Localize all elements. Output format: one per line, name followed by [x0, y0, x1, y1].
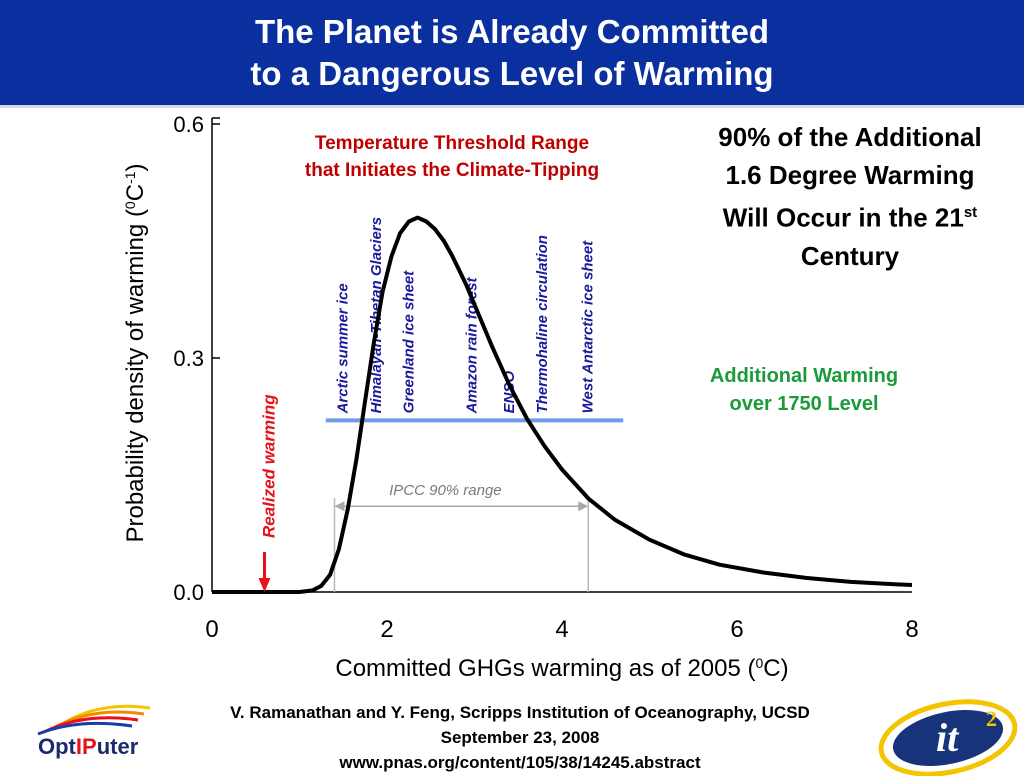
century-note-line-2: 1.6 Degree Warming: [725, 160, 975, 190]
century-note-line-1: 90% of the Additional: [718, 122, 982, 152]
tipping-element-label: West Antarctic ice sheet: [580, 240, 597, 414]
it2-wordmark: it: [936, 715, 960, 760]
y-tick-labels: 0.0 0.3 0.6: [173, 112, 220, 605]
century-note-line-3-text: Will Occur in the 21: [722, 202, 964, 233]
tipping-element-label: Greenland ice sheet: [400, 270, 417, 414]
it2-ring-inner: [892, 710, 1004, 766]
tipping-element-label: Thermohaline circulation: [534, 235, 551, 413]
x-tick-labels: 0 2 4 6 8: [205, 616, 918, 643]
x-tick-label: 0: [205, 616, 218, 643]
x-axis-label: Committed GHGs warming as of 2005 (0C): [335, 655, 788, 682]
additional-warming-note: Additional Warming over 1750 Level: [664, 362, 944, 418]
tipping-element-label: Himalayan-Tibetan Glaciers: [368, 217, 385, 413]
title-bar: The Planet is Already Committed to a Dan…: [0, 0, 1024, 108]
tipping-elements-group: Arctic summer ice Himalayan-Tibetan Glaci…: [335, 217, 597, 414]
y-tick-label: 0.6: [173, 112, 204, 137]
green-note-line-1: Additional Warming: [709, 365, 899, 387]
century-note-line-3: Will Occur in the 21st: [676, 194, 1024, 237]
citation-url[interactable]: www.pnas.org/content/105/38/14245.abstra…: [339, 753, 701, 772]
threshold-note-line-2: that Initiates the Climate-Tipping: [304, 160, 600, 181]
optiputer-swoosh-4: [37, 721, 133, 736]
realized-warming-group: Realized warming: [258, 394, 279, 592]
citation-footer: V. Ramanathan and Y. Feng, Scripps Insti…: [120, 700, 920, 775]
century-warming-note: 90% of the Additional 1.6 Degree Warming…: [676, 118, 1024, 275]
ipcc-range-group: IPCC 90% range: [333, 482, 589, 592]
century-note-line-3-sup: st: [963, 204, 978, 221]
x-tick-label: 2: [380, 616, 393, 643]
ipcc-range-arrowhead-right: [578, 501, 589, 512]
it2-ring-outer: [878, 699, 1018, 776]
citation-authors: V. Ramanathan and Y. Feng, Scripps Insti…: [230, 703, 810, 722]
threshold-note-line-1: Temperature Threshold Range: [314, 133, 590, 154]
it2-superscript: 2: [986, 706, 997, 731]
citation-date: September 23, 2008: [440, 728, 600, 747]
x-tick-label: 6: [730, 616, 743, 643]
optiputer-logo: OptIPuter: [37, 704, 151, 759]
ipcc-range-arrowhead-left: [334, 501, 345, 512]
tipping-element-label: ENSO: [501, 371, 518, 414]
century-note-line-4: Century: [800, 240, 900, 271]
x-tick-label: 4: [555, 616, 568, 643]
realized-warming-arrowhead: [258, 578, 271, 592]
x-tick-label: 8: [905, 616, 918, 643]
y-tick-label: 0.3: [173, 346, 204, 371]
slide-title-line-2: to a Dangerous Level of Warming: [250, 55, 774, 92]
it2-logo: it 2: [878, 699, 1018, 776]
optiputer-wordmark: OptIPuter: [38, 734, 139, 759]
y-tick-label: 0.0: [173, 580, 204, 605]
green-note-line-2: over 1750 Level: [729, 393, 879, 415]
tipping-element-label: Arctic summer ice: [335, 283, 352, 414]
y-axis-label: Probability density of warming (0C-1): [122, 163, 149, 542]
warming-probability-chart: 0.0 0.3 0.6 0 2 4 6 8 Probability density of w…: [122, 112, 919, 682]
chart-axes: [211, 117, 912, 593]
threshold-range-note: Temperature Threshold Range that Initiat…: [262, 130, 642, 184]
slide-title-line-1: The Planet is Already Committed: [254, 13, 770, 50]
realized-warming-label: Realized warming: [260, 394, 279, 538]
ipcc-range-label: IPCC 90% range: [389, 482, 502, 499]
probability-density-curve: [212, 215, 913, 594]
